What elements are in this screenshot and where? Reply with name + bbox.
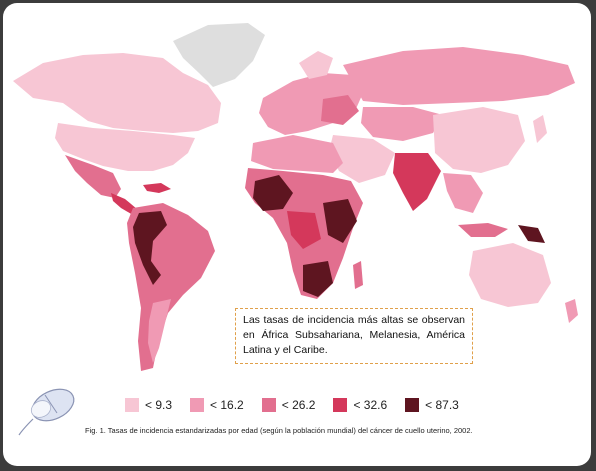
region-china — [433, 107, 525, 173]
legend-swatch — [261, 398, 276, 412]
region-middle-east — [329, 135, 395, 183]
region-central-america — [111, 193, 137, 215]
region-west-africa-high — [253, 175, 293, 211]
region-scandinavia — [299, 51, 333, 79]
legend-item: < 87.3 — [405, 398, 459, 412]
region-canada — [13, 53, 221, 133]
legend-swatch — [405, 398, 420, 412]
legend-label: < 26.2 — [281, 398, 316, 412]
legend-label: < 87.3 — [425, 398, 459, 412]
legend-swatch — [125, 398, 139, 412]
region-caribbean — [143, 183, 171, 193]
region-central-africa — [287, 211, 321, 249]
legend: < 9.3 < 16.2 < 26.2 < 32.6 < 87.3 — [125, 396, 477, 414]
region-east-africa-high — [323, 199, 357, 243]
region-southeast-asia — [443, 173, 483, 213]
callout-text: Las tasas de incidencia más altas se obs… — [243, 314, 465, 356]
world-map — [13, 23, 578, 371]
region-australia — [469, 243, 551, 307]
legend-item: < 32.6 — [333, 398, 387, 412]
legend-item: < 16.2 — [190, 398, 244, 412]
region-south-america-high — [133, 211, 167, 285]
figure-caption: Fig. 1. Tasas de incidencia estandarizad… — [85, 426, 473, 435]
region-indonesia — [458, 223, 508, 237]
region-argentina — [148, 299, 171, 363]
region-russia — [343, 47, 575, 105]
legend-item: < 26.2 — [261, 398, 316, 412]
region-usa — [55, 123, 195, 171]
legend-swatch — [190, 398, 205, 412]
computer-mouse-icon — [15, 385, 79, 442]
region-melanesia — [518, 225, 545, 243]
region-madagascar — [353, 261, 363, 289]
region-japan — [533, 115, 547, 143]
slide-frame: Las tasas de incidencia más altas se obs… — [3, 3, 591, 466]
legend-label: < 16.2 — [210, 398, 244, 412]
region-india — [393, 153, 441, 211]
region-greenland — [173, 23, 265, 87]
legend-swatch — [333, 398, 348, 412]
legend-label: < 32.6 — [353, 398, 388, 412]
region-north-africa — [251, 135, 343, 173]
region-southern-africa-high — [303, 261, 333, 297]
region-mexico — [65, 155, 121, 198]
legend-label: < 9.3 — [145, 398, 173, 412]
region-central-asia — [361, 107, 443, 141]
region-new-zealand — [565, 299, 578, 323]
incidence-callout: Las tasas de incidencia más altas se obs… — [235, 308, 473, 364]
region-eastern-europe — [321, 95, 359, 125]
legend-item: < 9.3 — [125, 398, 172, 412]
